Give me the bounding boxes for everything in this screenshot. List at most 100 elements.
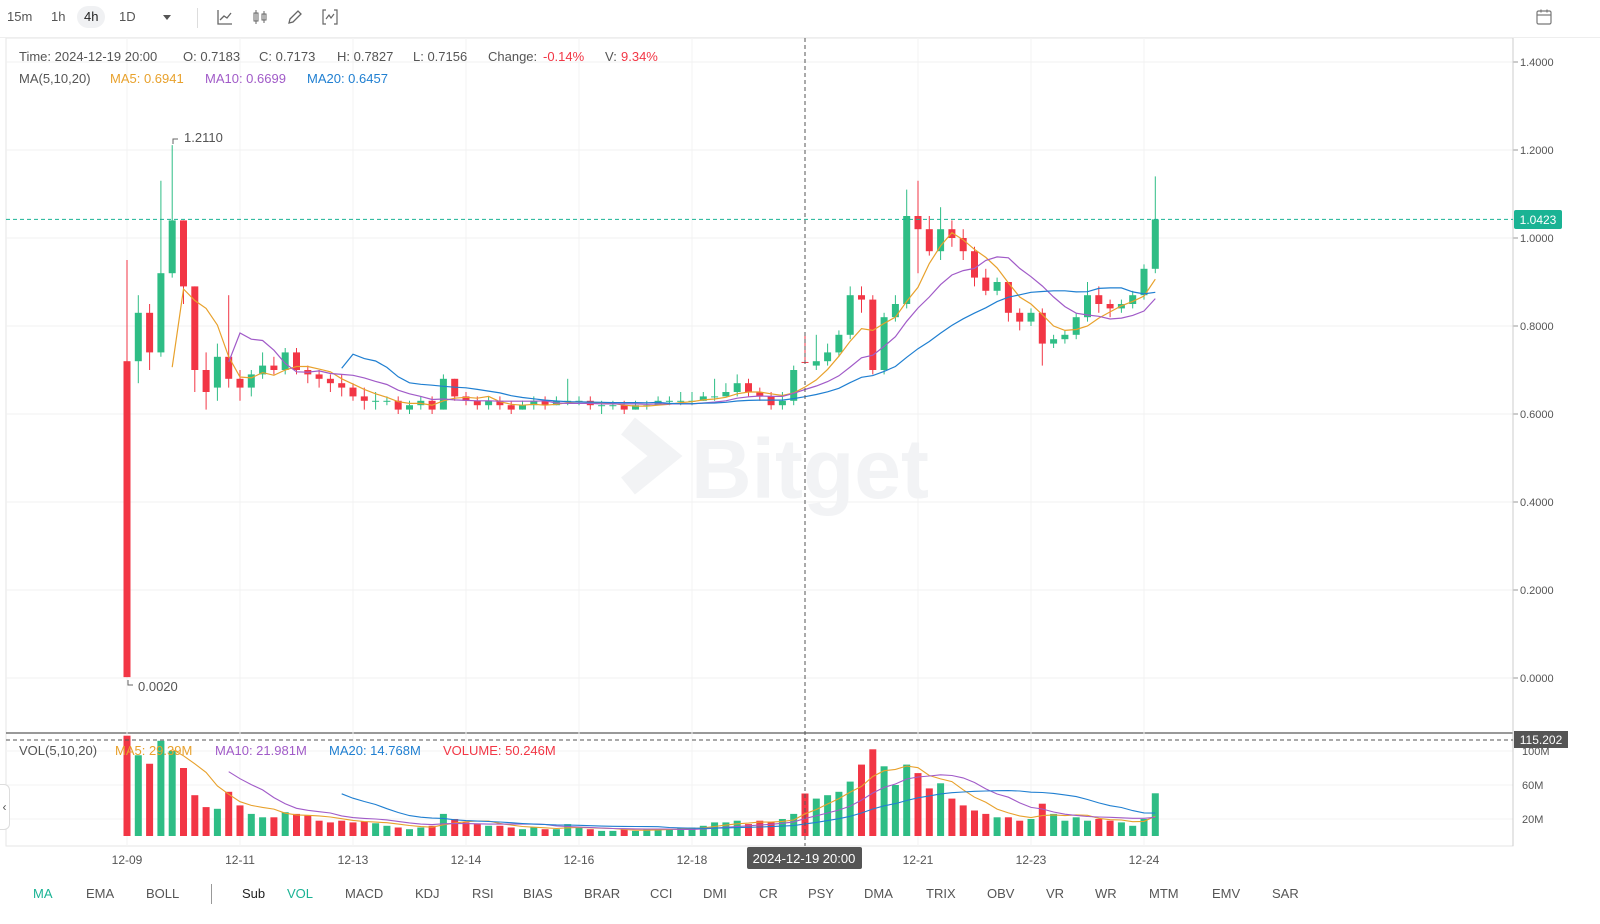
indicator-cr[interactable]: CR <box>759 886 778 901</box>
volume-bar <box>1140 819 1148 836</box>
indicator-cci[interactable]: CCI <box>650 886 673 901</box>
price-tick-label: 0.2000 <box>1520 585 1554 597</box>
indicator-trix[interactable]: TRIX <box>926 886 956 901</box>
chart-axes: 1.4000 1.2000 1.0000 0.8000 0.6000 0.4000 0.20… <box>6 38 1554 867</box>
volume-bar <box>711 822 719 836</box>
candle-body <box>372 400 380 402</box>
candle-body <box>654 400 662 406</box>
indicator-macd[interactable]: MACD <box>345 886 384 901</box>
caret-down-icon[interactable] <box>158 8 176 26</box>
interval-1h[interactable]: 1h <box>51 9 66 24</box>
volume-bar <box>756 820 764 836</box>
price-tick-label: 0.6000 <box>1520 409 1554 421</box>
indicator-ema[interactable]: EMA <box>86 886 115 901</box>
volume-bar <box>552 829 560 836</box>
indicator-obv[interactable]: OBV <box>987 886 1015 901</box>
interval-1d[interactable]: 1D <box>119 9 136 24</box>
candle-body <box>462 396 470 401</box>
candle-body <box>665 400 673 402</box>
indicator-vr[interactable]: VR <box>1046 886 1065 901</box>
candle-body <box>406 405 413 410</box>
indicator-rsi[interactable]: RSI <box>472 886 494 901</box>
indicator-bias[interactable]: BIAS <box>523 886 553 901</box>
indicator-emv[interactable]: EMV <box>1212 886 1241 901</box>
indicator-mtm[interactable]: MTM <box>1149 886 1179 901</box>
candle-body <box>1095 295 1103 304</box>
candle-body <box>745 383 752 392</box>
candle-body <box>756 392 764 397</box>
candle-body <box>959 238 967 252</box>
indicator-dma[interactable]: DMA <box>864 886 893 901</box>
volume-bar <box>609 830 617 836</box>
candle-body <box>1072 317 1080 335</box>
volume-bar <box>846 781 854 836</box>
high-marker: 1.2110 <box>184 130 223 145</box>
interval-4h[interactable]: 4h <box>77 6 106 28</box>
volume-bar <box>778 819 786 836</box>
chevron-left-icon[interactable]: ‹ <box>0 784 10 830</box>
candle-body <box>439 378 447 410</box>
volume-bar <box>485 825 493 836</box>
calendar-icon[interactable] <box>1535 8 1553 26</box>
crosshair-time-label: 2024-12-19 20:00 <box>753 851 856 866</box>
indicator-icon[interactable] <box>321 8 339 26</box>
volume-axis-flag <box>1514 731 1568 748</box>
low-marker: 0.0020 <box>138 679 178 694</box>
indicator-sar[interactable]: SAR <box>1272 886 1299 901</box>
indicator-divider <box>211 884 212 904</box>
pencil-icon[interactable] <box>286 8 304 26</box>
price-chart[interactable]: Bitget 1.4000 1.2000 1.0000 0.8000 0.6000 0.4… <box>0 38 1600 874</box>
volume-bar <box>394 827 402 836</box>
candle-body <box>1140 268 1148 296</box>
candle-body <box>632 405 639 410</box>
volume-bar <box>1106 820 1114 836</box>
volume-ma-lines <box>171 748 1156 831</box>
indicator-psy[interactable]: PSY <box>808 886 835 901</box>
indicator-dmi[interactable]: DMI <box>703 886 727 901</box>
candle-body <box>507 405 515 410</box>
chart-grid <box>5 38 1514 847</box>
candle-body <box>835 334 843 353</box>
indicator-ma[interactable]: MA <box>33 886 53 901</box>
candle-body <box>733 383 741 392</box>
volume-bar <box>451 819 459 836</box>
candle-body <box>293 352 300 370</box>
volume-bar <box>1027 819 1035 836</box>
line-chart-icon[interactable] <box>216 8 234 26</box>
volume-bar <box>948 798 956 836</box>
x-tick-label: 12-18 <box>677 853 708 867</box>
volume-bar <box>372 823 380 836</box>
candle-body <box>360 396 368 401</box>
interval-15m[interactable]: 15m <box>7 9 33 24</box>
volume-bar <box>191 795 199 836</box>
volume-bar <box>349 822 357 836</box>
candle-body <box>767 396 775 406</box>
indicator-kdj[interactable]: KDJ <box>415 886 440 901</box>
volume-bar <box>722 822 730 836</box>
candle-body <box>677 400 685 402</box>
candle-type-icon[interactable] <box>251 8 269 26</box>
candle-body <box>123 361 131 678</box>
candle-body <box>519 405 526 410</box>
x-tick-label: 12-16 <box>564 853 595 867</box>
vol-ma20-line <box>341 790 1156 829</box>
volume-bar <box>473 824 481 836</box>
volume-bar <box>259 817 267 836</box>
indicator-vol[interactable]: VOL <box>287 886 314 901</box>
candle-body <box>1151 219 1159 269</box>
vol-label: VOL(5,10,20) <box>19 743 97 758</box>
info-low: L: 0.7156 <box>413 49 467 64</box>
info-volpct-value: 9.34% <box>621 49 658 64</box>
candle-body <box>1038 312 1046 344</box>
indicator-wr[interactable]: WR <box>1095 886 1117 901</box>
volume-bar <box>993 817 1001 836</box>
svg-text:Time: 2024-12-19 20:00: Time: 2024-12-19 20:00 <box>19 49 157 64</box>
candle-body <box>937 229 945 252</box>
indicator-brar[interactable]: BRAR <box>584 886 621 901</box>
indicator-boll[interactable]: BOLL <box>146 886 180 901</box>
candle-body <box>891 304 899 318</box>
volume-bar <box>699 825 707 836</box>
volume-bar <box>281 812 289 836</box>
volume-bar <box>1072 817 1080 836</box>
volume-bar <box>767 822 775 836</box>
